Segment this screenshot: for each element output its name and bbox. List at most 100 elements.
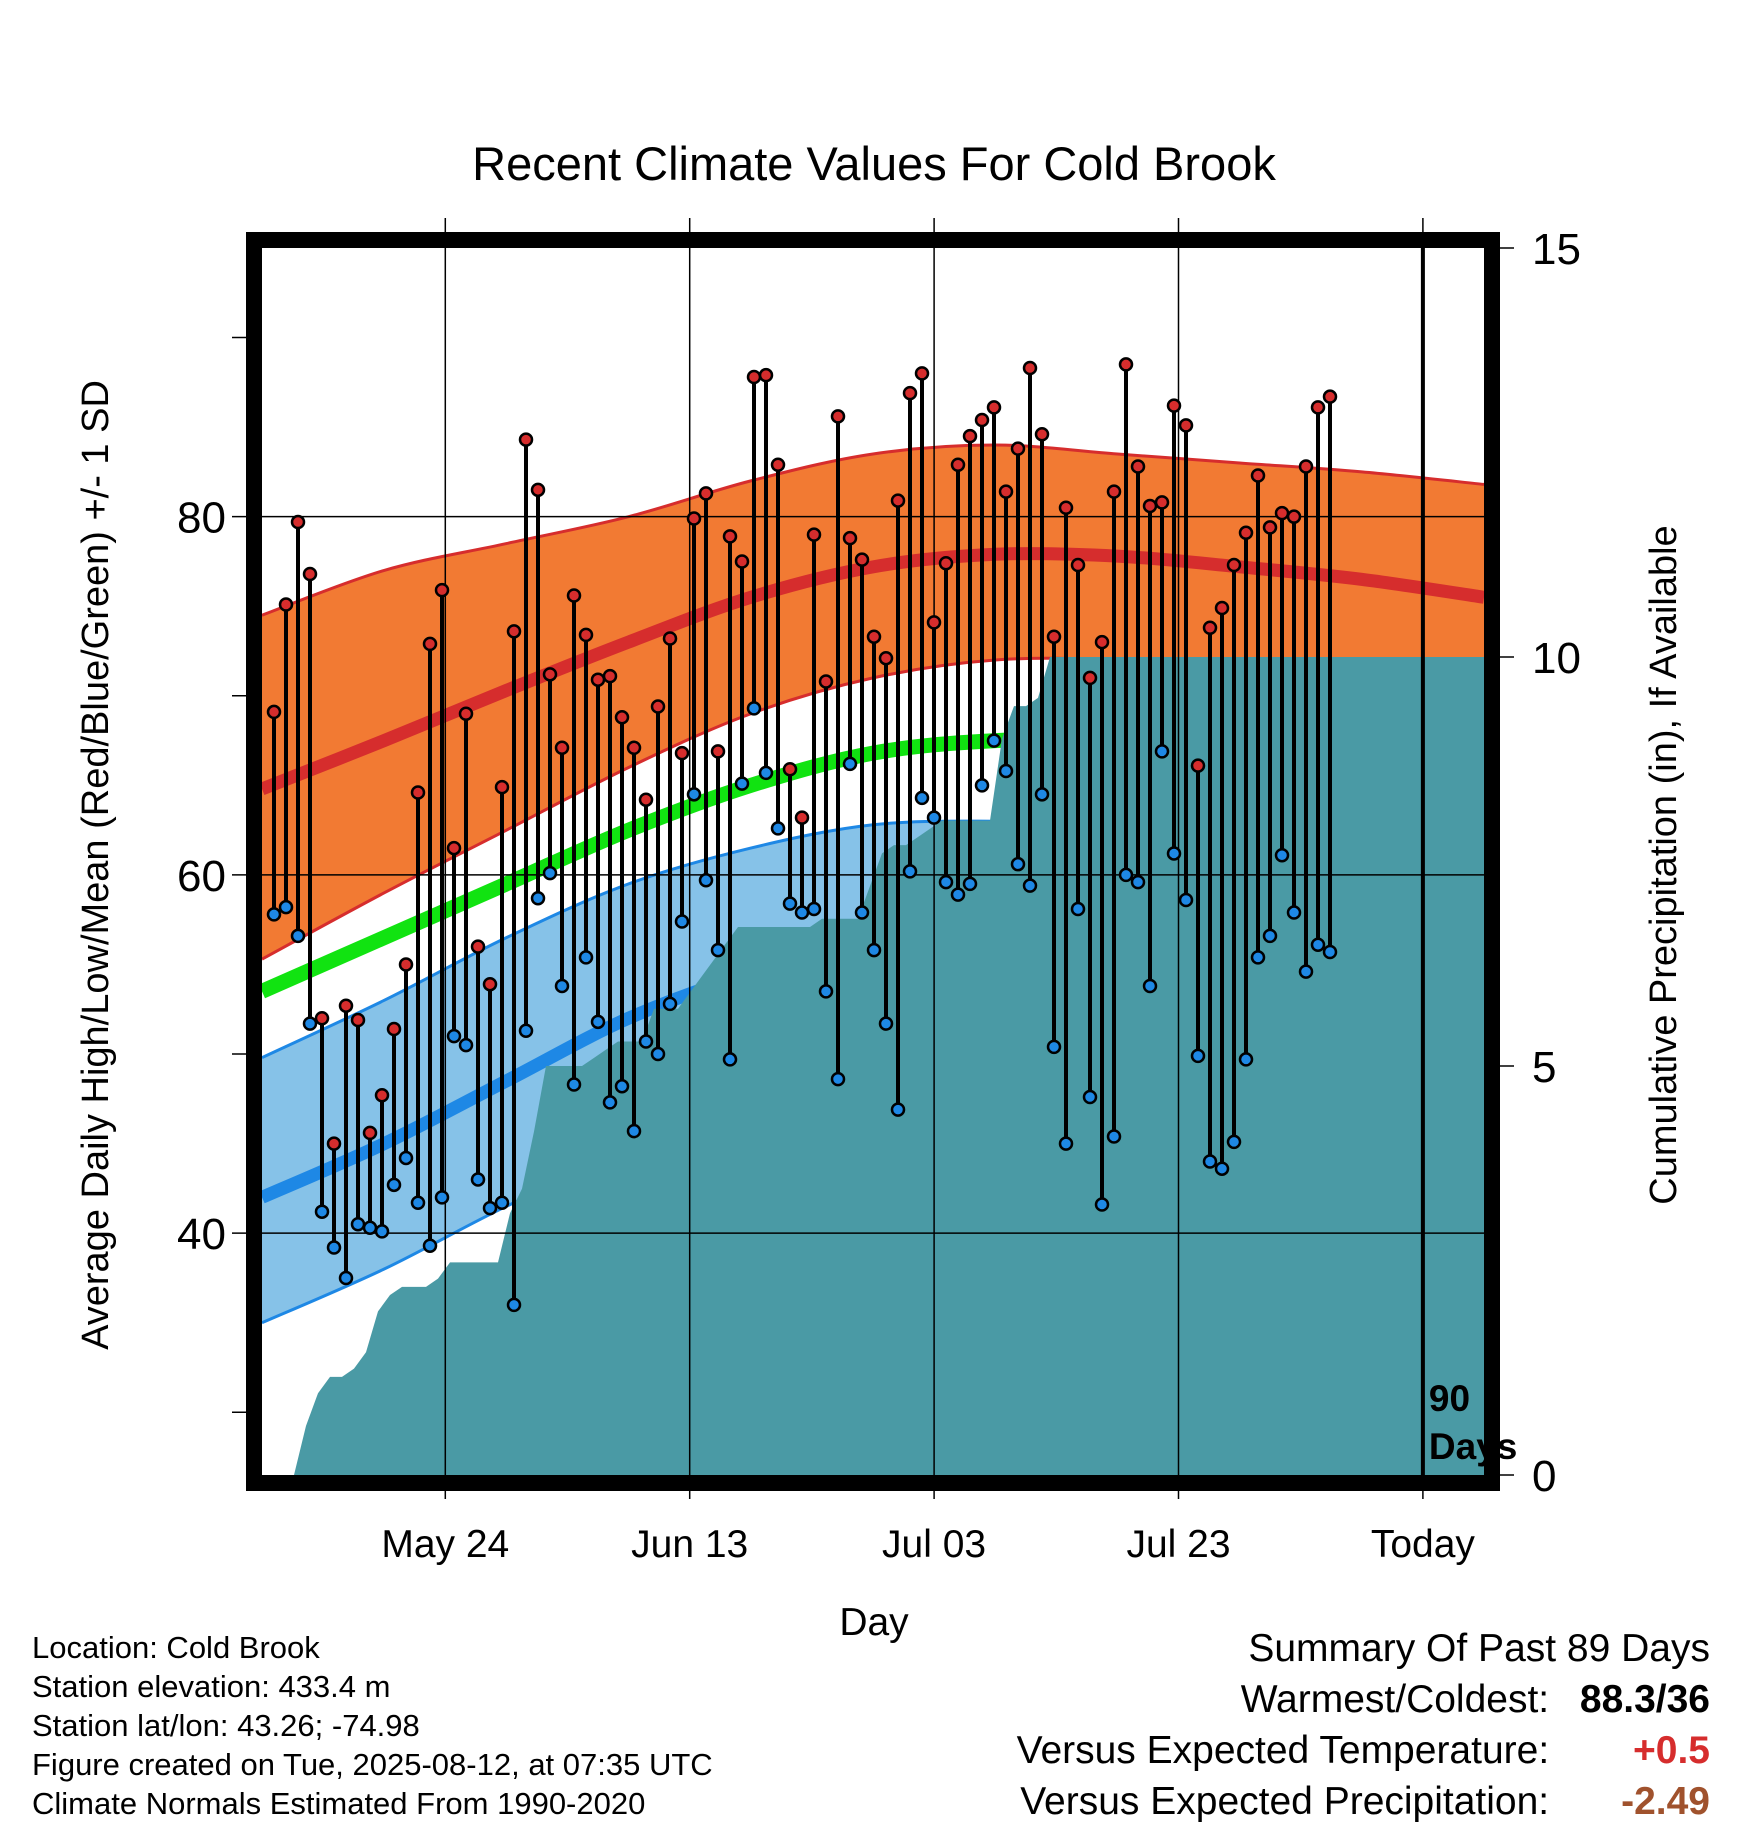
low-point bbox=[302, 1016, 318, 1031]
high-point bbox=[350, 1012, 366, 1028]
high-point bbox=[578, 627, 594, 643]
low-point bbox=[386, 1177, 402, 1193]
high-point bbox=[362, 1125, 378, 1141]
low-point bbox=[530, 890, 546, 906]
high-point bbox=[326, 1136, 342, 1151]
high-point bbox=[434, 582, 450, 598]
high-point bbox=[398, 957, 414, 972]
low-point bbox=[290, 928, 306, 944]
high-point bbox=[530, 482, 546, 498]
high-point bbox=[890, 493, 906, 508]
low-point bbox=[506, 1297, 522, 1313]
low-point bbox=[674, 914, 690, 929]
high-point bbox=[1106, 484, 1122, 499]
low-point bbox=[518, 1023, 534, 1039]
x-tick-label: Jul 03 bbox=[882, 1523, 986, 1566]
low-point bbox=[278, 899, 294, 915]
high-point bbox=[998, 484, 1014, 499]
high-point bbox=[1082, 670, 1098, 686]
high-point bbox=[1226, 557, 1242, 573]
low-point bbox=[794, 905, 810, 920]
low-point bbox=[986, 733, 1002, 748]
high-point bbox=[974, 412, 990, 428]
high-point bbox=[314, 1010, 330, 1026]
y2-axis-label: Cumulative Precipitation (in), If Availa… bbox=[1643, 525, 1685, 1204]
high-point bbox=[266, 704, 282, 720]
high-normal-band-upper-edge bbox=[262, 443, 1484, 617]
high-point bbox=[1046, 629, 1062, 644]
summary-warmest-row: Warmest/Coldest: 88.3/36 bbox=[1017, 1674, 1710, 1725]
elevation-text: Station elevation: 433.4 m bbox=[32, 1669, 391, 1704]
low-point bbox=[770, 821, 786, 836]
high-point bbox=[386, 1021, 402, 1037]
high-point bbox=[1094, 634, 1110, 650]
low-point bbox=[482, 1200, 498, 1216]
low-point bbox=[1202, 1154, 1218, 1169]
high-point bbox=[410, 785, 426, 800]
high-point bbox=[734, 554, 750, 569]
low-point bbox=[890, 1102, 906, 1117]
low-point bbox=[1226, 1134, 1242, 1150]
high-point bbox=[902, 385, 918, 401]
high-point bbox=[638, 792, 654, 807]
plot-frame bbox=[246, 232, 1500, 1491]
low-point bbox=[362, 1220, 378, 1236]
high-point bbox=[338, 998, 354, 1013]
low-point bbox=[854, 905, 870, 920]
x-tick-label: May 24 bbox=[381, 1523, 509, 1566]
low-point bbox=[974, 778, 990, 793]
high-point bbox=[602, 668, 618, 684]
high-point bbox=[1118, 357, 1134, 372]
low-point bbox=[1118, 867, 1134, 883]
temp-label: Versus Expected Temperature: bbox=[1016, 1729, 1550, 1772]
low-point bbox=[914, 790, 930, 806]
high-point bbox=[842, 530, 858, 546]
high-point bbox=[770, 457, 786, 472]
high-point bbox=[1142, 498, 1158, 514]
high-point bbox=[914, 366, 930, 381]
low-point bbox=[938, 874, 954, 890]
x-axis-label: Day bbox=[839, 1601, 909, 1644]
high-point bbox=[554, 740, 570, 756]
precip-area bbox=[270, 657, 1484, 1475]
low-point bbox=[1262, 928, 1278, 944]
low-point bbox=[1058, 1136, 1074, 1151]
low-point bbox=[350, 1216, 366, 1232]
latlon-text: Station lat/lon: 43.26; -74.98 bbox=[32, 1708, 420, 1743]
low-point bbox=[314, 1204, 330, 1219]
low-point bbox=[494, 1195, 510, 1210]
low-point bbox=[1250, 950, 1266, 965]
high-point bbox=[854, 552, 870, 567]
today-days-label: 90 bbox=[1429, 1378, 1470, 1419]
warmest-value: 88.3/36 bbox=[1579, 1678, 1710, 1721]
low-point bbox=[398, 1150, 414, 1166]
low-point bbox=[710, 942, 726, 958]
low-point bbox=[1238, 1052, 1254, 1067]
high-point bbox=[1238, 525, 1254, 541]
low-point bbox=[542, 865, 558, 881]
high-point bbox=[278, 597, 294, 612]
low-point bbox=[1286, 905, 1302, 920]
y2-tick-label: 0 bbox=[1532, 1452, 1556, 1501]
low-point bbox=[410, 1195, 426, 1210]
low-point bbox=[1082, 1089, 1098, 1105]
high-point bbox=[1274, 505, 1290, 521]
high-point bbox=[302, 566, 318, 582]
low-point bbox=[554, 978, 570, 994]
high-point bbox=[470, 939, 486, 954]
y2-tick-label: 10 bbox=[1532, 634, 1581, 683]
summary-precip-row: Versus Expected Precipitation: -2.49 bbox=[1017, 1776, 1710, 1827]
high-point bbox=[1058, 500, 1074, 515]
normals-text: Climate Normals Estimated From 1990-2020 bbox=[32, 1786, 646, 1821]
high-point bbox=[1262, 520, 1278, 535]
low-point bbox=[722, 1052, 738, 1067]
high-point bbox=[1298, 459, 1314, 474]
location-text: Location: Cold Brook bbox=[32, 1630, 320, 1665]
low-point bbox=[806, 901, 822, 917]
low-point bbox=[902, 864, 918, 879]
temp-value: +0.5 bbox=[1633, 1729, 1710, 1772]
low-point bbox=[830, 1071, 846, 1087]
low-point bbox=[1298, 964, 1314, 979]
high-point bbox=[1178, 418, 1194, 433]
